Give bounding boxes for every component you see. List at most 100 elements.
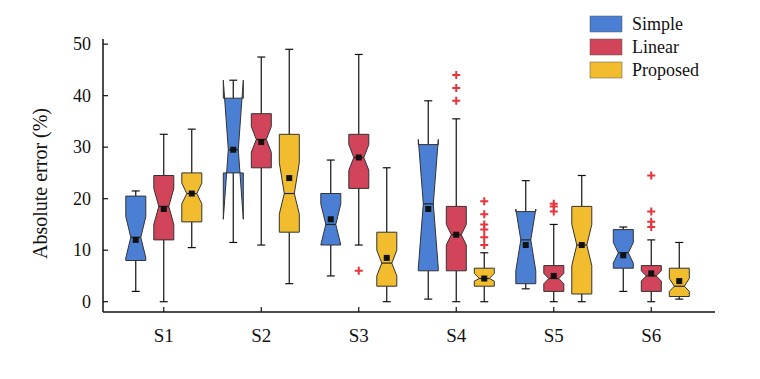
x-tick-label: S1 — [154, 325, 174, 346]
median — [382, 262, 392, 263]
mean-marker — [676, 278, 682, 284]
x-tick-label: S4 — [446, 325, 467, 346]
whisker-cap — [522, 180, 530, 181]
whisker — [330, 160, 331, 193]
y-tick-label: 10 — [73, 240, 91, 260]
legend: Simple Linear Proposed — [590, 14, 699, 80]
whisker — [330, 245, 331, 276]
x-tick-label: S3 — [349, 325, 369, 346]
x-tick — [261, 307, 262, 312]
whisker-cap — [578, 175, 586, 176]
mean-marker — [328, 216, 334, 222]
whisker — [289, 232, 290, 284]
whisker-cap — [355, 54, 363, 55]
marks — [126, 49, 690, 301]
whisker — [386, 168, 387, 232]
whisker-cap — [424, 100, 432, 101]
whisker — [428, 271, 429, 299]
x-tick — [456, 307, 457, 312]
legend-label: Simple — [632, 14, 683, 34]
mean-marker — [230, 147, 236, 153]
y-tick — [103, 301, 108, 302]
whisker-cap — [619, 226, 627, 227]
legend-label: Proposed — [632, 60, 699, 80]
whisker-cap — [383, 167, 391, 168]
mean-marker — [133, 237, 139, 243]
box — [516, 209, 536, 284]
whisker — [484, 286, 485, 301]
mean-marker — [286, 175, 292, 181]
y-tick — [103, 95, 108, 96]
y-tick-label: 30 — [73, 137, 91, 157]
whisker — [651, 240, 652, 266]
x-tick — [553, 307, 554, 312]
mean-marker — [189, 191, 195, 197]
whisker-cap — [327, 275, 335, 276]
box — [418, 139, 438, 270]
whisker-cap — [327, 159, 335, 160]
x-tick — [651, 307, 652, 312]
mean-marker — [453, 232, 459, 238]
x-tick-label: S5 — [544, 325, 564, 346]
outlier — [647, 218, 655, 226]
whisker-cap — [160, 301, 168, 302]
mean-marker — [579, 242, 585, 248]
mean-marker — [161, 206, 167, 212]
box — [126, 196, 146, 260]
legend-swatch — [590, 39, 622, 55]
box — [279, 134, 299, 232]
whisker-cap — [647, 239, 655, 240]
whisker — [358, 54, 359, 134]
median — [284, 193, 294, 194]
whisker-cap — [160, 134, 168, 135]
whisker — [525, 284, 526, 289]
median — [423, 203, 433, 204]
y-axis-line — [102, 39, 104, 312]
whisker-cap — [257, 244, 265, 245]
x-tick — [163, 307, 164, 312]
whisker-cap — [383, 301, 391, 302]
whisker — [581, 176, 582, 207]
mean-marker — [620, 252, 626, 258]
y-tick-label: 50 — [73, 34, 91, 54]
whisker-cap — [229, 242, 237, 243]
whisker-cap — [647, 301, 655, 302]
box — [613, 230, 633, 269]
whisker-cap — [424, 299, 432, 300]
whisker-cap — [132, 291, 140, 292]
whisker — [553, 224, 554, 265]
whisker-cap — [480, 252, 488, 253]
whisker — [484, 253, 485, 268]
legend-label: Linear — [632, 37, 679, 57]
x-tick-label: S2 — [251, 325, 271, 346]
x-tick — [358, 307, 359, 312]
mean-marker — [648, 270, 654, 276]
whisker — [163, 134, 164, 175]
whisker-cap — [257, 56, 265, 57]
y-tick-label: 40 — [73, 86, 91, 106]
whisker — [233, 80, 234, 98]
mean-marker — [523, 242, 529, 248]
box — [446, 206, 466, 270]
whisker-cap — [480, 301, 488, 302]
whisker — [679, 242, 680, 268]
whisker-cap — [675, 299, 683, 300]
whisker — [135, 191, 136, 196]
whisker-cap — [619, 291, 627, 292]
mean-marker — [258, 139, 264, 145]
legend-swatch — [590, 16, 622, 32]
outlier — [480, 210, 488, 218]
outlier — [480, 220, 488, 228]
whisker-cap — [550, 301, 558, 302]
chart: 01020304050S1S2S3S4S5S6Absolute error (%… — [0, 0, 760, 379]
box — [251, 114, 271, 168]
box — [641, 266, 661, 292]
y-tick — [103, 250, 108, 251]
whisker-cap — [285, 49, 293, 50]
x-axis-line — [103, 311, 715, 313]
box — [572, 206, 592, 294]
box — [154, 176, 174, 240]
y-tick — [103, 147, 108, 148]
y-axis-label: Absolute error (%) — [29, 108, 52, 259]
whisker-cap — [452, 118, 460, 119]
